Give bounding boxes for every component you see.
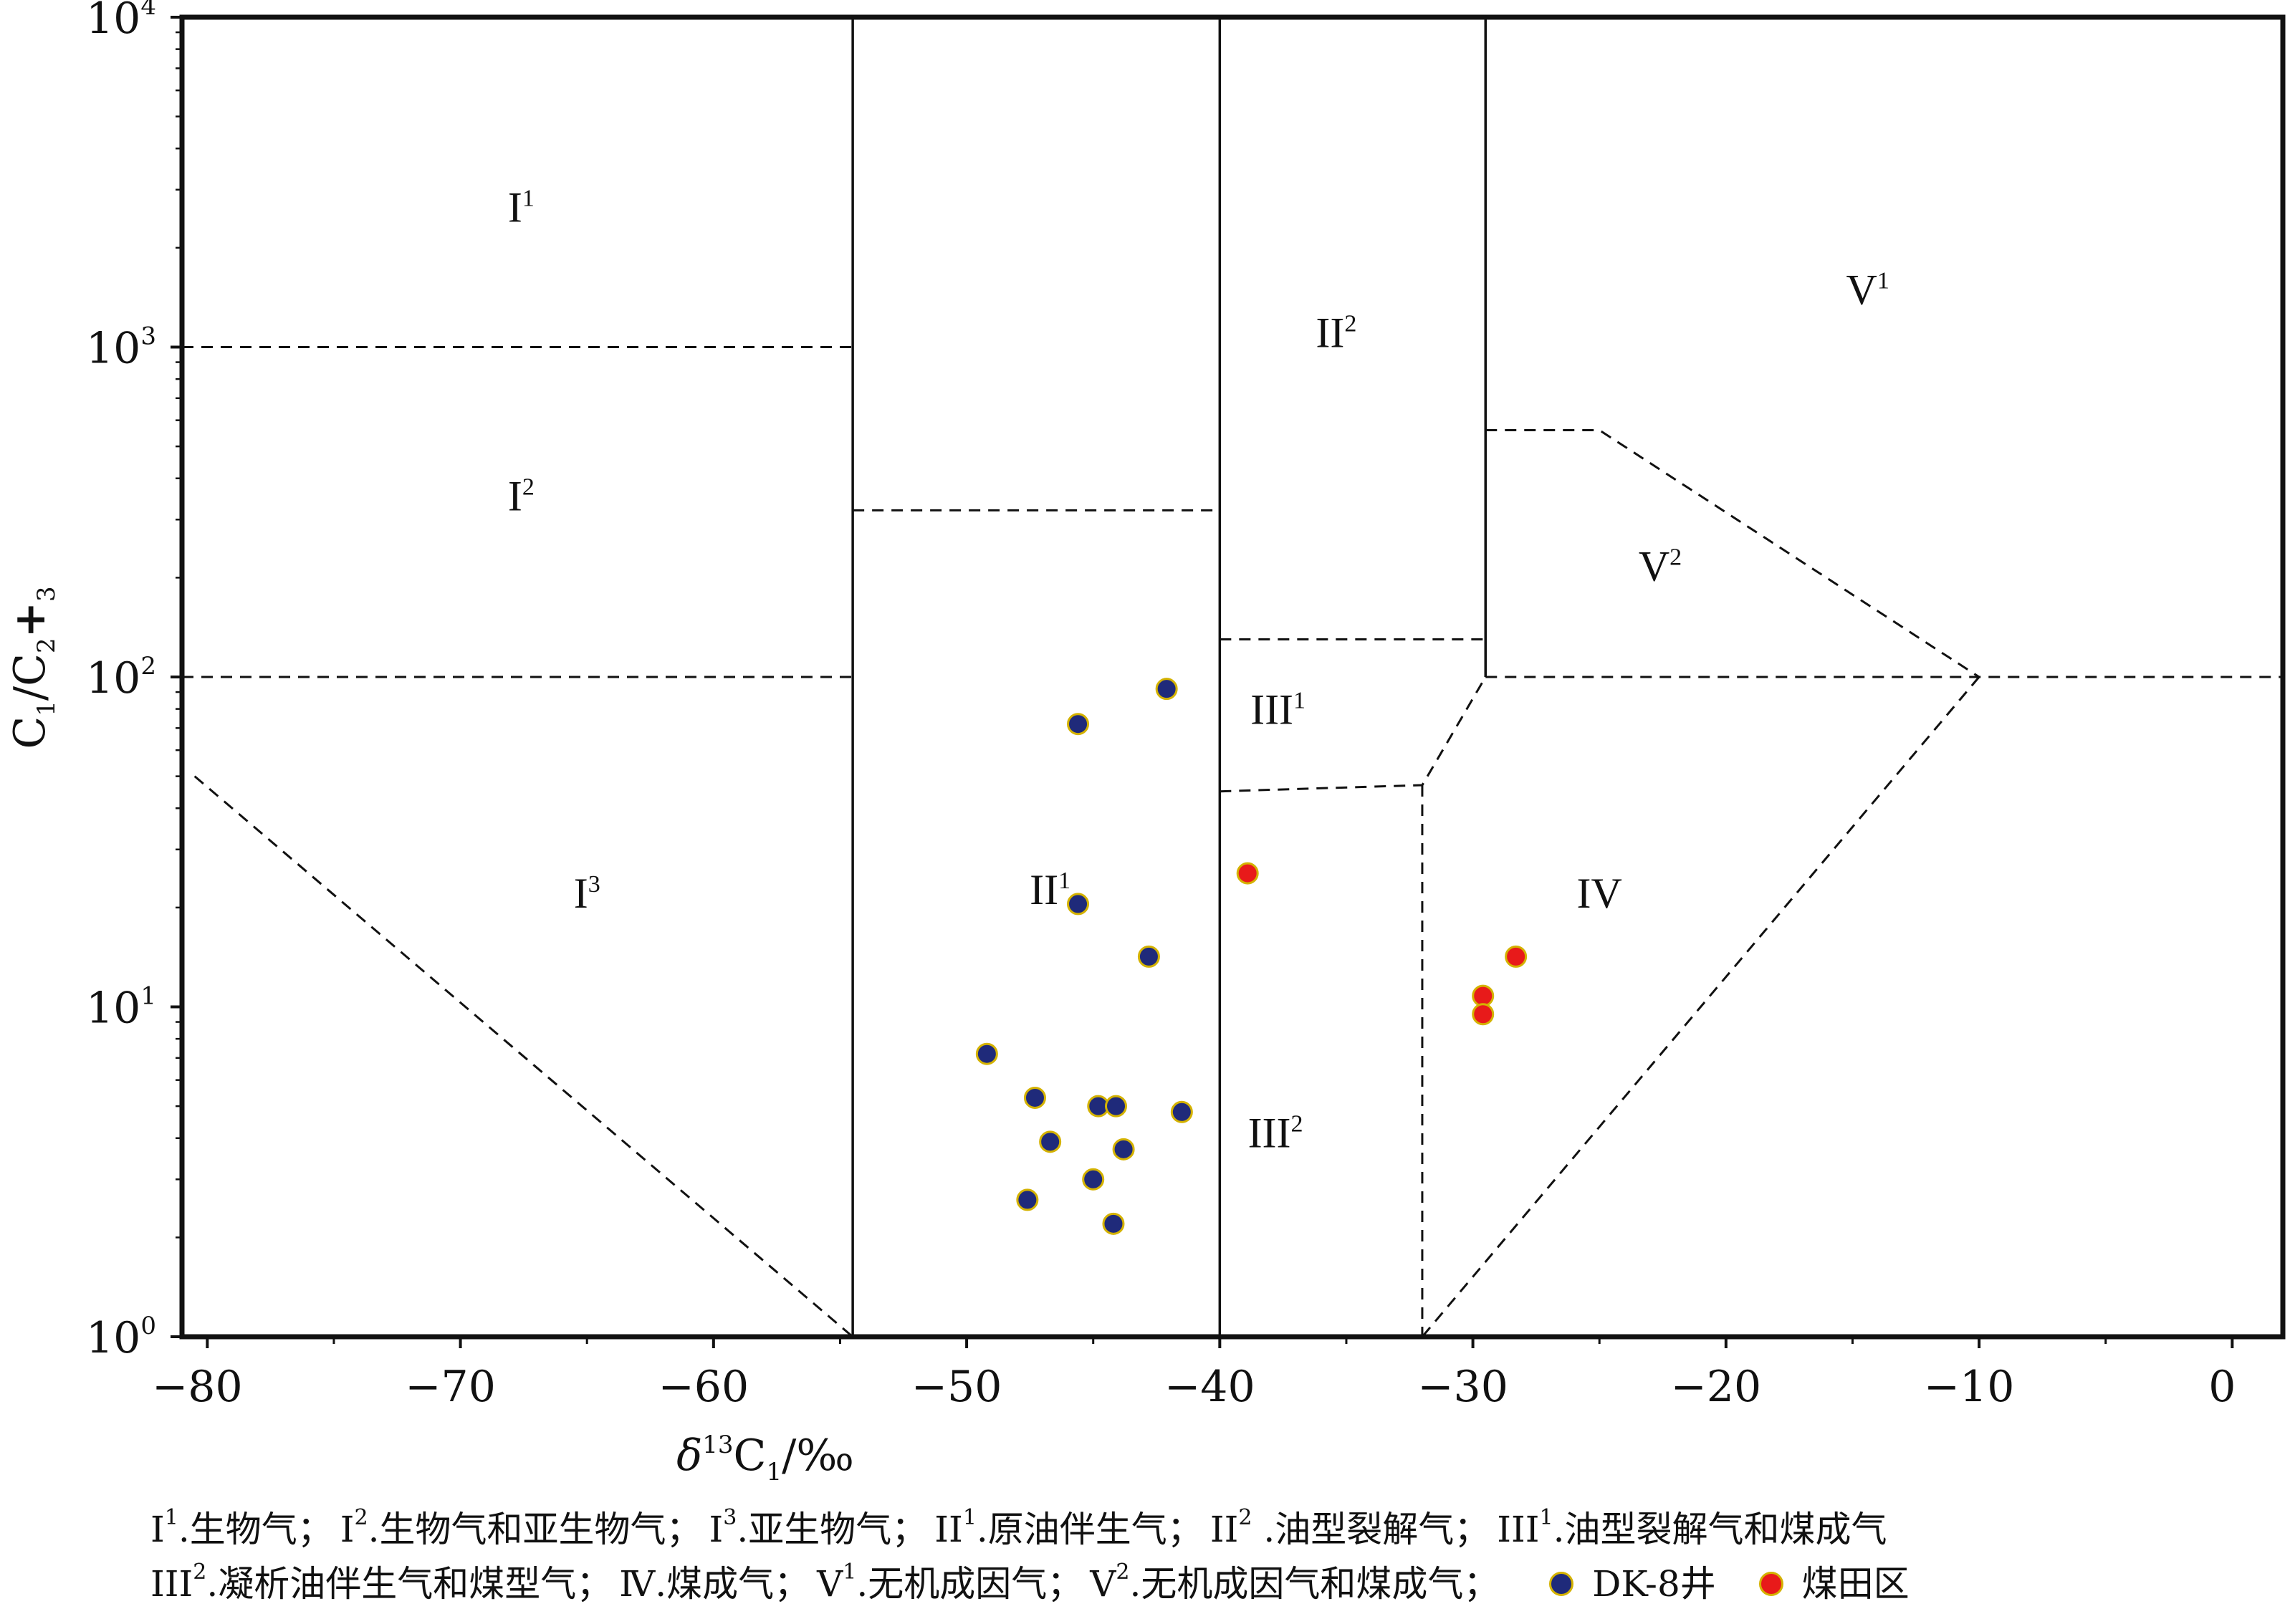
region-label-II1: II1 <box>1030 866 1070 913</box>
caption-entry: V1.无机成因气； <box>817 1560 1083 1605</box>
x-tick-label: −70 <box>405 1362 496 1412</box>
dk8-point <box>1039 1130 1062 1153</box>
legend-marker-coalfield <box>1758 1572 1783 1596</box>
y-tick-label: 101 <box>86 982 156 1034</box>
legend-marker-dk8 <box>1549 1572 1574 1596</box>
dashed-boundary-8 <box>1485 428 1980 678</box>
region-label-V2: V2 <box>1639 542 1682 590</box>
coalfield-point <box>1236 862 1259 885</box>
region-label-I2: I2 <box>508 472 535 519</box>
x-tick-label: −50 <box>911 1362 1002 1412</box>
dk8-point <box>1023 1086 1046 1109</box>
legend-item-dk8: DK-8井 <box>1549 1566 1716 1602</box>
caption-line-1: I1.生物气； I2.生物气和亚生物气； I3.亚生物气； II1.原油伴生气； II2… <box>150 1505 2271 1550</box>
dashed-boundary-9 <box>1421 676 1980 1337</box>
caption-entry: I1.生物气； <box>150 1505 333 1550</box>
coalfield-point <box>1505 945 1528 968</box>
region-label-I1: I1 <box>508 183 535 231</box>
dk8-point <box>1016 1188 1039 1211</box>
caption-entry: V2.无机成因气和煤成气； <box>1090 1560 1500 1605</box>
dk8-point <box>1067 713 1090 736</box>
region-label-II2: II2 <box>1316 309 1356 357</box>
caption-entry: I2.生物气和亚生物气； <box>340 1505 702 1550</box>
region-label-V1: V1 <box>1846 266 1889 313</box>
region-label-III2: III2 <box>1248 1110 1303 1157</box>
x-tick-label: −30 <box>1417 1362 1508 1412</box>
caption-entry: II2 .油型裂解气； <box>1209 1505 1490 1550</box>
legend-item-coalfield: 煤田区 <box>1758 1563 1910 1605</box>
dk8-point <box>1105 1095 1128 1118</box>
dk8-point <box>1067 893 1090 916</box>
y-tick-label: 104 <box>86 0 156 44</box>
dashed-boundary-2 <box>193 775 854 1338</box>
dk8-point <box>1170 1100 1193 1123</box>
x-tick-label: −80 <box>152 1362 243 1412</box>
dk8-point <box>1112 1138 1135 1161</box>
region-labels: I1 I2 I3 II1 II2 III1 III2 IV V1 V2 <box>508 183 1889 1156</box>
y-tick-label: 100 <box>86 1312 156 1363</box>
dk8-point <box>1155 678 1178 701</box>
y-axis-label: C1/C2+3 <box>5 586 61 749</box>
caption-entry: III2.凝析油伴生气和煤型气； <box>150 1560 613 1605</box>
coalfield-point <box>1472 984 1495 1007</box>
x-tick-label: 0 <box>2208 1362 2236 1412</box>
dk8-point <box>975 1042 998 1065</box>
region-label-I3: I3 <box>574 870 600 917</box>
legend-label-dk8: DK-8井 <box>1592 1563 1716 1605</box>
dk8-point <box>1137 945 1160 968</box>
y-tick-label: 103 <box>86 322 156 374</box>
dk8-point <box>1102 1212 1125 1235</box>
x-tick-label: −20 <box>1671 1362 1762 1412</box>
region-label-III1: III1 <box>1250 686 1306 734</box>
data-points <box>975 678 1528 1235</box>
caption-entry: II1.原油伴生气； <box>934 1505 1203 1550</box>
legend-label-coalfield: 煤田区 <box>1801 1563 1910 1605</box>
caption-entry: Ⅳ.煤成气； <box>619 1563 810 1605</box>
x-tick-label: −40 <box>1164 1362 1255 1412</box>
y-axis: 100 101 102 103 104 <box>86 0 182 1363</box>
x-axis-label: δ13C1/‰ <box>676 1431 854 1486</box>
region-boundaries <box>182 17 2283 1338</box>
dk8-point <box>1082 1168 1105 1191</box>
x-tick-label: −10 <box>1924 1362 2015 1412</box>
coalfield-point <box>1472 1003 1495 1026</box>
caption-line-2: III2.凝析油伴生气和煤型气； Ⅳ.煤成气； V1.无机成因气； V2.无机成因气和… <box>150 1560 2271 1605</box>
x-axis: −80 −70 −60 −50 −40 −30 −20 −10 0 <box>152 1337 2236 1412</box>
region-label-IV: IV <box>1577 870 1622 917</box>
y-tick-label: 102 <box>86 652 156 703</box>
caption-entry: III1.油型裂解气和煤成气 <box>1497 1505 1887 1550</box>
caption-entry: I3.亚生物气； <box>709 1505 928 1550</box>
x-tick-label: −60 <box>658 1362 749 1412</box>
